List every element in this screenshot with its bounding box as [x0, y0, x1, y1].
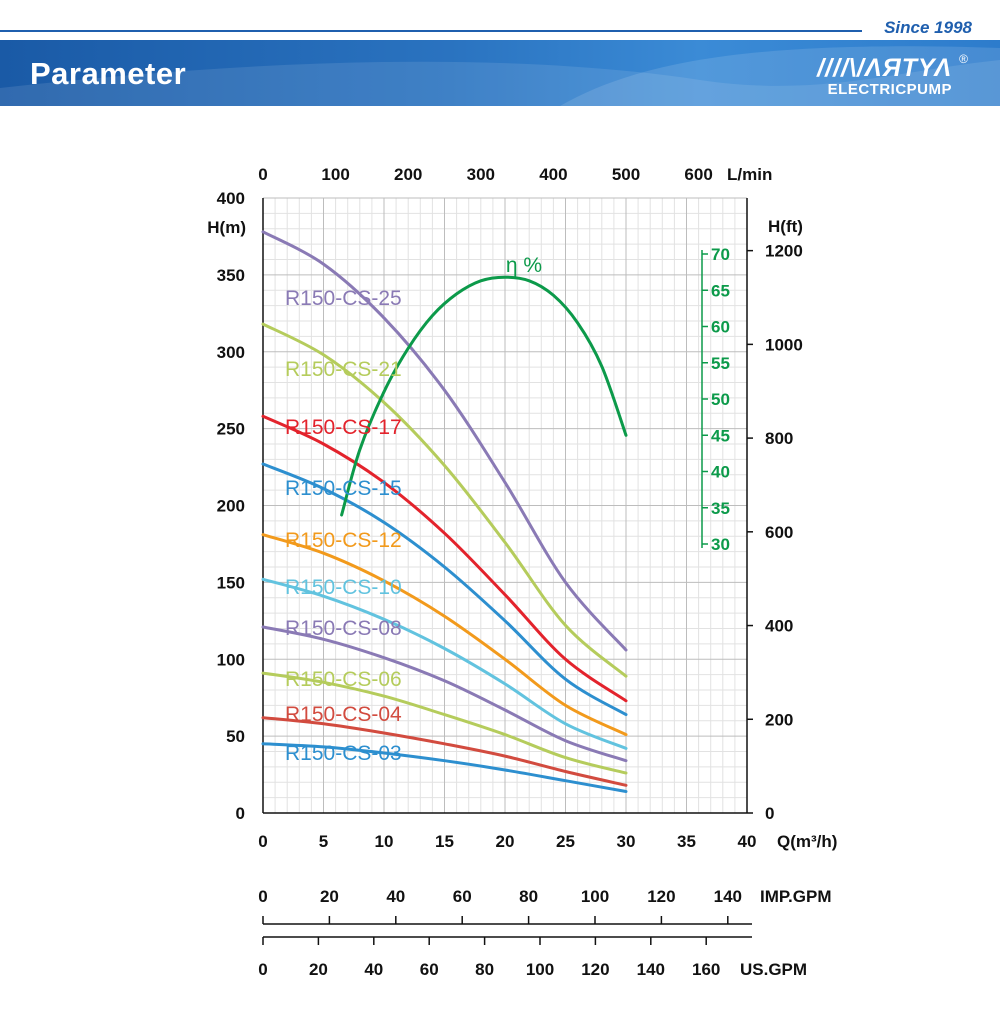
- us-gpm-tick-label: 140: [637, 960, 665, 979]
- imp-gpm-axis-title: IMP.GPM: [760, 887, 831, 906]
- x-tick-label: 35: [677, 832, 696, 851]
- registered-mark: ®: [959, 52, 968, 66]
- top-tick-label: 300: [467, 165, 495, 184]
- efficiency-tick-label: 65: [711, 281, 730, 300]
- parameter-banner: Parameter ////\/ΛЯTΥΛ ELECTRICPUMP ®: [0, 40, 1000, 106]
- x-tick-label: 20: [496, 832, 515, 851]
- us-gpm-tick-label: 60: [420, 960, 439, 979]
- us-gpm-tick-label: 80: [475, 960, 494, 979]
- curve-r150-cs-25: [261, 230, 628, 652]
- us-gpm-tick-label: 20: [309, 960, 328, 979]
- y-tick-label: 350: [217, 266, 245, 285]
- us-gpm-tick-label: 120: [581, 960, 609, 979]
- right-axis-title: H(ft): [768, 217, 803, 236]
- page-title: Parameter: [30, 56, 187, 91]
- imp-gpm-tick-label: 20: [320, 887, 339, 906]
- us-gpm-tick-label: 100: [526, 960, 554, 979]
- series-label-r150-cs-06: R150-CS-06: [285, 668, 402, 691]
- logo-subtitle: ELECTRICPUMP: [827, 81, 952, 98]
- y-tick-label: 200: [217, 497, 245, 516]
- imp-gpm-tick-label: 140: [714, 887, 742, 906]
- top-tick-label: 200: [394, 165, 422, 184]
- right-tick-label: 1200: [765, 242, 803, 261]
- y-tick-label: 0: [236, 804, 245, 823]
- series-label-r150-cs-04: R150-CS-04: [285, 703, 402, 726]
- x-tick-label: 25: [556, 832, 575, 851]
- top-tick-label: 600: [684, 165, 712, 184]
- curve-r150-cs-17: [261, 414, 628, 703]
- curve-r150-cs-04: [261, 716, 628, 787]
- header-rule: [0, 30, 862, 32]
- y-tick-label: 100: [217, 650, 245, 669]
- y-tick-label: 50: [226, 727, 245, 746]
- curve-r150-cs-08: [261, 625, 628, 763]
- top-tick-label: 100: [321, 165, 349, 184]
- right-tick-label: 800: [765, 429, 793, 448]
- us-gpm-tick-label: 0: [258, 960, 267, 979]
- efficiency-tick-label: 60: [711, 318, 730, 337]
- curve-r150-cs-03: [261, 742, 628, 793]
- curve-r150-cs-10: [261, 577, 628, 750]
- x-tick-label: 0: [258, 832, 267, 851]
- x-axis-title: Q(m³/h): [777, 832, 837, 851]
- imp-gpm-tick-label: 80: [519, 887, 538, 906]
- efficiency-tick-label: 35: [711, 499, 730, 518]
- curve-r150-cs-12: [261, 533, 628, 737]
- series-label-r150-cs-12: R150-CS-12: [285, 529, 402, 552]
- top-axis-title: L/min: [727, 165, 772, 184]
- curve-r150-cs-21: [261, 322, 628, 678]
- since-tagline: Since 1998: [884, 18, 972, 37]
- efficiency-tick-label: 45: [711, 426, 730, 445]
- imp-gpm-tick-label: 100: [581, 887, 609, 906]
- us-gpm-tick-label: 40: [364, 960, 383, 979]
- series-label-r150-cs-10: R150-CS-10: [285, 576, 402, 599]
- efficiency-tick-label: 55: [711, 354, 730, 373]
- efficiency-label: η %: [506, 254, 542, 277]
- right-tick-label: 200: [765, 710, 793, 729]
- y-tick-label: 250: [217, 420, 245, 439]
- y-tick-label: 300: [217, 343, 245, 362]
- series-label-r150-cs-17: R150-CS-17: [285, 416, 402, 439]
- right-tick-label: 0: [765, 804, 774, 823]
- brand-logo: ////\/ΛЯTΥΛ ELECTRICPUMP ®: [810, 52, 970, 100]
- series-label-r150-cs-15: R150-CS-15: [285, 477, 402, 500]
- us-gpm-tick-label: 160: [692, 960, 720, 979]
- series-label-r150-cs-08: R150-CS-08: [285, 617, 402, 640]
- efficiency-tick-label: 40: [711, 463, 730, 482]
- logo-wordmark: ////\/ΛЯTΥΛ: [817, 54, 952, 82]
- x-tick-label: 15: [435, 832, 454, 851]
- series-label-r150-cs-21: R150-CS-21: [285, 358, 402, 381]
- right-tick-label: 600: [765, 523, 793, 542]
- imp-gpm-tick-label: 0: [258, 887, 267, 906]
- top-tick-label: 0: [258, 165, 267, 184]
- us-gpm-axis-title: US.GPM: [740, 960, 807, 979]
- y-tick-label: 150: [217, 573, 245, 592]
- y-axis-title: H(m): [207, 218, 246, 237]
- imp-gpm-tick-label: 40: [386, 887, 405, 906]
- curve-r150-cs-06: [261, 671, 628, 775]
- right-tick-label: 400: [765, 617, 793, 636]
- x-tick-label: 5: [319, 832, 328, 851]
- x-tick-label: 10: [375, 832, 394, 851]
- banner-wave-decoration: [0, 46, 1000, 106]
- efficiency-tick-label: 70: [711, 245, 730, 264]
- right-tick-label: 1000: [765, 335, 803, 354]
- top-tick-label: 500: [612, 165, 640, 184]
- top-tick-label: 400: [539, 165, 567, 184]
- imp-gpm-tick-label: 120: [647, 887, 675, 906]
- imp-gpm-tick-label: 60: [453, 887, 472, 906]
- series-label-r150-cs-03: R150-CS-03: [285, 742, 402, 765]
- x-tick-label: 40: [738, 832, 757, 851]
- efficiency-curve: [340, 275, 628, 517]
- efficiency-tick-label: 50: [711, 390, 730, 409]
- curve-r150-cs-15: [261, 462, 628, 717]
- efficiency-tick-label: 30: [711, 535, 730, 554]
- y-tick-label: 400: [217, 189, 245, 208]
- x-tick-label: 30: [617, 832, 636, 851]
- series-label-r150-cs-25: R150-CS-25: [285, 287, 402, 310]
